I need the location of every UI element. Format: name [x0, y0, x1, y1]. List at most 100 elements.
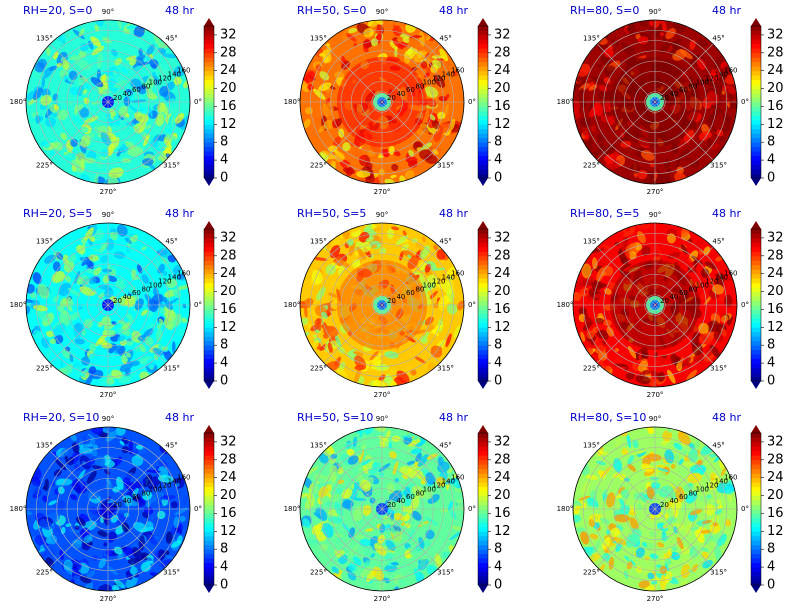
radial-tick-label: 140 — [715, 71, 728, 79]
angle-label: 90° — [649, 8, 661, 16]
angle-label: 270° — [374, 595, 391, 603]
angular-gridline — [596, 304, 656, 364]
angle-label: 90° — [649, 415, 661, 423]
angle-label: 315° — [710, 365, 727, 373]
heatmap-field — [26, 223, 190, 387]
radial-tick-label: 60 — [132, 289, 141, 297]
colorbar-tick-label: 28 — [767, 452, 784, 467]
angular-gridline — [49, 101, 109, 161]
colorbar-tick-label: 20 — [494, 488, 511, 503]
angle-label: 225° — [36, 162, 53, 170]
angular-gridline — [381, 450, 441, 510]
colorbar-tick-label: 16 — [767, 99, 784, 114]
colorbar-tick-label: 0 — [767, 578, 775, 593]
angle-label: 225° — [36, 365, 53, 373]
radial-tick-label: 60 — [679, 289, 688, 297]
colorbar-tick-label: 24 — [494, 266, 511, 281]
polar-frame — [572, 19, 738, 185]
radial-tick-label: 40 — [396, 293, 405, 301]
angular-gridline — [107, 101, 167, 161]
angle-label: 45° — [712, 237, 724, 245]
colorbar-tick-label: 16 — [220, 99, 237, 114]
radial-tick-label: 40 — [396, 497, 405, 505]
radial-tick-label: 60 — [132, 86, 141, 94]
angle-label: 315° — [437, 162, 454, 170]
colorbar-tick-label: 20 — [494, 81, 511, 96]
colorbar-tick-label: 32 — [494, 27, 511, 42]
colorbar-tick-label: 4 — [767, 560, 775, 575]
colorbar-extend-min — [478, 381, 488, 389]
radial-tick-label: 140 — [715, 274, 728, 282]
colorbar-tick-label: 32 — [494, 434, 511, 449]
panel-title: RH=20, S=5 — [23, 207, 92, 220]
colorbar-tick-label: 32 — [767, 434, 784, 449]
colorbar-tick-label: 20 — [767, 284, 784, 299]
angle-label: 225° — [310, 162, 327, 170]
colorbar-tick-label: 4 — [767, 356, 775, 371]
colorbar-tick-label: 16 — [494, 506, 511, 521]
angular-gridline — [596, 508, 656, 568]
polar-panel-4: 20 40 60 801001201401600°45°90°135°180°225°… — [10, 207, 237, 399]
angle-label: 180° — [557, 505, 574, 513]
radial-tick-label: 160 — [177, 474, 190, 482]
radial-tick-label: 160 — [724, 270, 737, 278]
colorbar-tick-label: 32 — [220, 230, 237, 245]
angle-label: 180° — [284, 505, 301, 513]
colorbar-extend-min — [204, 178, 214, 186]
panel-title: RH=80, S=5 — [570, 207, 639, 220]
panel-time-label: 48 hr — [712, 207, 741, 220]
colorbar: 0 4 8 12 16 20 24 28 32 — [477, 221, 511, 389]
angular-gridline — [381, 101, 441, 161]
colorbar-extend-max — [751, 425, 761, 433]
colorbar-tick-label: 24 — [767, 63, 784, 78]
angle-label: 225° — [36, 569, 53, 577]
colorbar-tick-label: 8 — [767, 542, 775, 557]
angle-label: 315° — [437, 569, 454, 577]
colorbar-tick-label: 0 — [767, 171, 775, 186]
panel-time-label: 48 hr — [712, 4, 741, 17]
colorbar-tick-label: 24 — [220, 470, 237, 485]
radial-tick-label: 140 — [168, 478, 181, 486]
colorbar-tick-label: 0 — [220, 171, 228, 186]
radial-tick-label: 60 — [679, 86, 688, 94]
radial-tick-label: 120 — [705, 482, 718, 490]
polar-frame — [25, 426, 191, 592]
colorbar-tick-label: 4 — [494, 153, 502, 168]
polar-panel-5: 20 40 60 801001201401600°45°90°135°180°225°… — [284, 207, 511, 399]
angular-gridline — [107, 508, 167, 568]
angular-gridline — [596, 246, 656, 306]
panel-time-label: 48 hr — [165, 411, 194, 424]
radial-tick-label: 20 — [113, 297, 122, 305]
colorbar-tick-label: 28 — [767, 45, 784, 60]
colorbar-tick-label: 12 — [767, 117, 784, 132]
colorbar-tick-label: 12 — [494, 320, 511, 335]
colorbar-tick-label: 28 — [220, 452, 237, 467]
colorbar: 0 4 8 12 16 20 24 28 32 — [750, 221, 784, 389]
radial-tick-label: 160 — [177, 67, 190, 75]
colorbar-extend-max — [478, 425, 488, 433]
radial-tick-label: 80 — [141, 82, 150, 90]
angular-gridline — [107, 304, 167, 364]
colorbar-extend-max — [478, 18, 488, 26]
colorbar: 0 4 8 12 16 20 24 28 32 — [203, 18, 237, 186]
panel-time-label: 48 hr — [712, 411, 741, 424]
polar-panel-8: 20 40 60 801001201401600°45°90°135°180°225°… — [284, 411, 511, 603]
colorbar-tick-label: 4 — [494, 560, 502, 575]
radial-tick-label: 160 — [724, 474, 737, 482]
angle-label: 0° — [468, 98, 476, 106]
colorbar-tick-label: 28 — [220, 45, 237, 60]
angle-label: 270° — [647, 188, 664, 196]
angle-label: 45° — [165, 441, 177, 449]
angle-label: 45° — [439, 441, 451, 449]
colorbar-tick-label: 4 — [220, 356, 228, 371]
radial-tick-label: 100 — [149, 281, 162, 289]
angle-label: 270° — [100, 188, 117, 196]
colorbar-tick-label: 24 — [494, 63, 511, 78]
angle-label: 315° — [163, 365, 180, 373]
colorbar: 0 4 8 12 16 20 24 28 32 — [750, 425, 784, 593]
colorbar-extend-max — [204, 221, 214, 229]
colorbar-tick-label: 24 — [220, 266, 237, 281]
angular-gridline — [49, 508, 109, 568]
colorbar-tick-label: 4 — [220, 153, 228, 168]
angle-label: 135° — [310, 237, 327, 245]
